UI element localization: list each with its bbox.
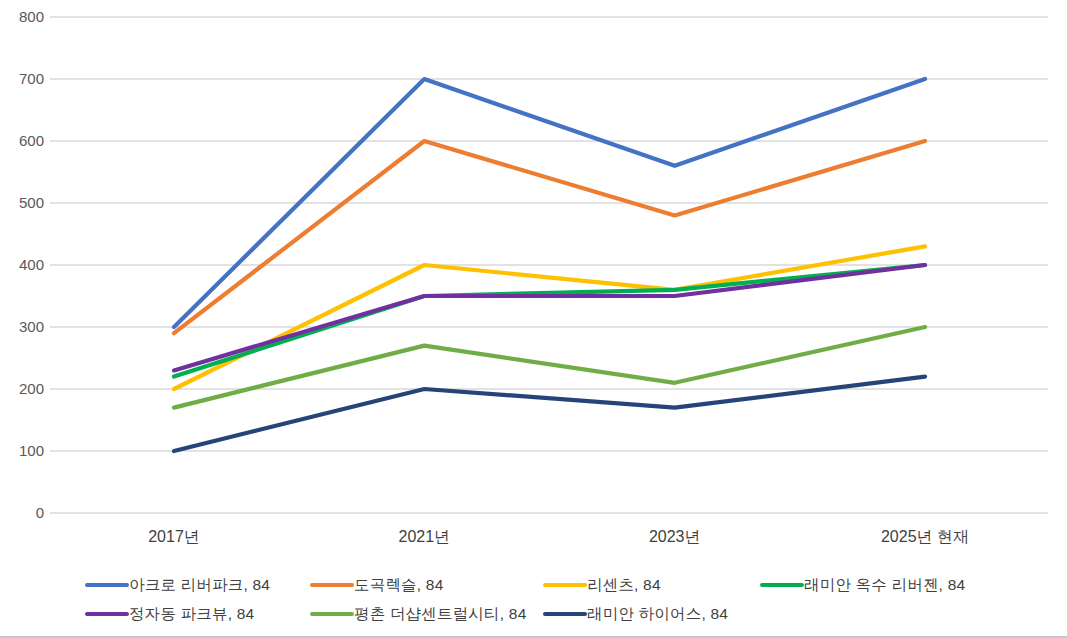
legend-label: 래미안 하이어스, 84 [587,604,728,625]
y-tick-label: 500 [19,194,44,211]
legend-item-5: 평촌 더샵센트럴시티, 84 [310,603,526,625]
legend-item-0: 아크로 리버파크, 84 [85,574,270,596]
legend-item-4: 정자동 파크뷰, 84 [85,603,254,625]
series-line-1 [174,141,925,333]
y-tick-label: 100 [19,442,44,459]
series-line-3 [174,265,925,377]
legend-marker-icon [310,612,354,616]
y-tick-label: 400 [19,256,44,273]
legend-label: 정자동 파크뷰, 84 [129,604,254,625]
legend-label: 아크로 리버파크, 84 [129,575,270,596]
series-line-6 [174,377,925,451]
x-tick-label: 2023년 [649,528,701,545]
legend-label: 도곡렉슬, 84 [354,575,443,596]
legend-label: 래미안 옥수 리버젠, 84 [804,575,965,596]
legend-marker-icon [85,612,129,616]
y-tick-label: 800 [19,8,44,25]
line-chart-plot-area: 0 100 200 300 400 500 600 700 800 2017년 2021년 2023년… [0,0,1067,556]
y-tick-label: 300 [19,318,44,335]
legend-marker-icon [543,612,587,616]
legend-marker-icon [543,583,587,587]
legend-marker-icon [760,583,804,587]
x-tick-label: 2025년 현재 [881,528,969,545]
chart-window: 0 100 200 300 400 500 600 700 800 2017년 2021년 2023년… [0,0,1067,638]
legend-label: 평촌 더샵센트럴시티, 84 [354,604,526,625]
x-tick-label: 2021년 [399,528,451,545]
chart-legend: 아크로 리버파크, 84 도곡렉슬, 84 리센츠, 84 래미안 옥수 리버젠, 8… [0,556,1067,636]
legend-item-1: 도곡렉슬, 84 [310,574,443,596]
legend-item-3: 래미안 옥수 리버젠, 84 [760,574,965,596]
y-tick-label: 200 [19,380,44,397]
legend-label: 리센츠, 84 [587,575,661,596]
x-tick-label: 2017년 [148,528,200,545]
legend-marker-icon [310,583,354,587]
legend-item-6: 래미안 하이어스, 84 [543,603,728,625]
y-tick-label: 0 [36,504,44,521]
y-tick-label: 700 [19,70,44,87]
series-line-4 [174,265,925,370]
series-line-2 [174,246,925,389]
legend-item-2: 리센츠, 84 [543,574,661,596]
legend-marker-icon [85,583,129,587]
y-tick-label: 600 [19,132,44,149]
